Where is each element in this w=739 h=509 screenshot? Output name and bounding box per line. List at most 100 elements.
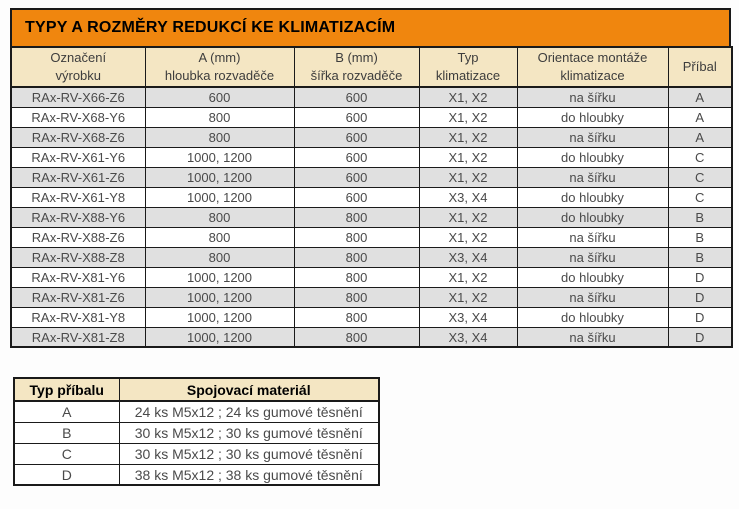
reduction-cell: na šířku [516,226,669,248]
reduction-cell: 800 [144,126,295,148]
packing-row: D 38 ks M5x12 ; 38 ks gumové těsnění [13,463,380,486]
packing-column-header-0: Typ příbalu [13,377,120,403]
reduction-row: RAx-RV-X88-Z8 800 800 X3, X4 na šířku B [10,246,733,268]
packing-row: A 24 ks M5x12 ; 24 ks gumové těsnění [13,400,380,423]
reduction-cell: B [667,206,733,228]
reduction-cell: 600 [144,86,295,108]
reduction-cell: RAx-RV-X61-Z6 [10,166,146,188]
reduction-column-header-3: Typ klimatizace [418,46,518,89]
packing-row: C 30 ks M5x12 ; 30 ks gumové těsnění [13,442,380,465]
reduction-cell: na šířku [516,286,669,308]
packing-cell: 38 ks M5x12 ; 38 ks gumové těsnění [118,463,380,486]
reduction-cell: 600 [293,186,420,208]
reduction-row: RAx-RV-X81-Y8 1000, 1200 800 X3, X4 do hloub… [10,306,733,328]
reduction-cell: X1, X2 [418,86,518,108]
reduction-cell: X3, X4 [418,326,518,348]
reduction-column-header-2: B (mm) šířka rozvaděče [293,46,420,89]
reduction-cell: A [667,86,733,108]
reduction-cell: 600 [293,106,420,128]
reduction-row: RAx-RV-X61-Y8 1000, 1200 600 X3, X4 do hloub… [10,186,733,208]
reduction-cell: 600 [293,166,420,188]
reduction-cell: 800 [293,286,420,308]
reduction-cell: na šířku [516,246,669,268]
reduction-cell: B [667,226,733,248]
reduction-row: RAx-RV-X68-Y6 800 600 X1, X2 do hloubky A [10,106,733,128]
reduction-cell: RAx-RV-X88-Z6 [10,226,146,248]
packing-material-table-body: A 24 ks M5x12 ; 24 ks gumové těsnění B 30 k… [13,400,380,486]
header-row: Typ příbalu Spojovací materiál [13,377,380,403]
packing-cell: 30 ks M5x12 ; 30 ks gumové těsnění [118,421,380,444]
reduction-cell: D [667,306,733,328]
reduction-row: RAx-RV-X61-Z6 1000, 1200 600 X1, X2 na šířku… [10,166,733,188]
reduction-row: RAx-RV-X81-Y6 1000, 1200 800 X1, X2 do hloub… [10,266,733,288]
reduction-cell: na šířku [516,86,669,108]
reduction-cell: X3, X4 [418,306,518,328]
reduction-cell: RAx-RV-X68-Y6 [10,106,146,128]
packing-cell: 24 ks M5x12 ; 24 ks gumové těsnění [118,400,380,423]
reduction-cell: RAx-RV-X81-Z6 [10,286,146,308]
reduction-cell: D [667,266,733,288]
reduction-column-header-5: Příbal [667,46,733,89]
reduction-cell: 800 [293,226,420,248]
reduction-types-table-body: RAx-RV-X66-Z6 600 600 X1, X2 na šířku A RAx-RV… [10,86,733,348]
reduction-cell: do hloubky [516,186,669,208]
reduction-cell: D [667,286,733,308]
reduction-types-table-header: Označení výrobku A (mm) hloubka rozvaděče B … [10,46,733,89]
reduction-cell: do hloubky [516,106,669,128]
reduction-cell: A [667,106,733,128]
reduction-cell: 800 [144,106,295,128]
reduction-cell: 800 [144,246,295,268]
reduction-cell: C [667,186,733,208]
reduction-cell: do hloubky [516,206,669,228]
reduction-cell: RAx-RV-X66-Z6 [10,86,146,108]
reduction-cell: RAx-RV-X68-Z6 [10,126,146,148]
reduction-cell: X1, X2 [418,266,518,288]
reduction-cell: 1000, 1200 [144,326,295,348]
reduction-cell: do hloubky [516,266,669,288]
reduction-cell: 1000, 1200 [144,146,295,168]
reduction-row: RAx-RV-X88-Z6 800 800 X1, X2 na šířku B [10,226,733,248]
reduction-cell: na šířku [516,126,669,148]
packing-cell: D [13,463,120,486]
reduction-cell: X1, X2 [418,226,518,248]
reduction-cell: X1, X2 [418,286,518,308]
reduction-cell: 800 [293,326,420,348]
reduction-column-header-0: Označení výrobku [10,46,146,89]
reduction-cell: RAx-RV-X81-Y8 [10,306,146,328]
reduction-cell: D [667,326,733,348]
packing-cell: A [13,400,120,423]
reduction-cell: 1000, 1200 [144,286,295,308]
reduction-cell: 800 [144,226,295,248]
reduction-cell: B [667,246,733,268]
reduction-cell: 1000, 1200 [144,306,295,328]
reduction-cell: X1, X2 [418,126,518,148]
reduction-row: RAx-RV-X81-Z6 1000, 1200 800 X1, X2 na šířku… [10,286,733,308]
reduction-cell: RAx-RV-X81-Z8 [10,326,146,348]
reduction-cell: 800 [144,206,295,228]
reduction-cell: na šířku [516,326,669,348]
reduction-cell: X3, X4 [418,186,518,208]
reduction-cell: 600 [293,86,420,108]
reduction-cell: RAx-RV-X61-Y8 [10,186,146,208]
reduction-cell: 800 [293,306,420,328]
packing-row: B 30 ks M5x12 ; 30 ks gumové těsnění [13,421,380,444]
packing-column-header-1: Spojovací materiál [118,377,380,403]
packing-material-table-header: Typ příbalu Spojovací materiál [13,377,380,403]
reduction-cell: do hloubky [516,146,669,168]
reduction-cell: 800 [293,266,420,288]
reduction-cell: RAx-RV-X61-Y6 [10,146,146,168]
packing-material-table: Typ příbalu Spojovací materiál A 24 ks M5x… [13,377,380,487]
reduction-row: RAx-RV-X68-Z6 800 600 X1, X2 na šířku A [10,126,733,148]
reduction-cell: na šířku [516,166,669,188]
packing-cell: C [13,442,120,465]
reduction-cell: X3, X4 [418,246,518,268]
packing-cell: 30 ks M5x12 ; 30 ks gumové těsnění [118,442,380,465]
reduction-column-header-4: Orientace montáže klimatizace [516,46,669,89]
header-row: Označení výrobku A (mm) hloubka rozvaděče B … [10,46,733,89]
reduction-cell: 800 [293,206,420,228]
packing-cell: B [13,421,120,444]
reduction-cell: 600 [293,126,420,148]
reduction-cell: RAx-RV-X88-Y6 [10,206,146,228]
reduction-cell: X1, X2 [418,166,518,188]
